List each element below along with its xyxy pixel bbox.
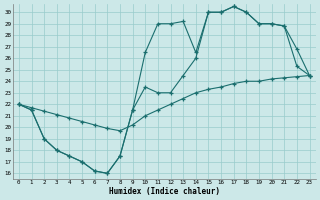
X-axis label: Humidex (Indice chaleur): Humidex (Indice chaleur) (109, 187, 220, 196)
